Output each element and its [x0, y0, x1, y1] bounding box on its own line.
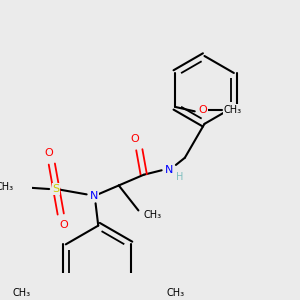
Text: O: O	[59, 220, 68, 230]
Text: N: N	[90, 191, 98, 201]
Text: CH₃: CH₃	[166, 288, 184, 298]
Text: O: O	[130, 134, 139, 144]
Text: H: H	[176, 172, 183, 182]
Text: CH₃: CH₃	[12, 288, 30, 298]
Text: CH₃: CH₃	[223, 105, 241, 115]
Text: CH₃: CH₃	[144, 210, 162, 220]
Text: N: N	[165, 165, 173, 175]
Text: O: O	[198, 105, 207, 115]
Text: O: O	[45, 148, 53, 158]
Text: S: S	[53, 184, 60, 194]
Text: CH₃: CH₃	[0, 182, 14, 192]
